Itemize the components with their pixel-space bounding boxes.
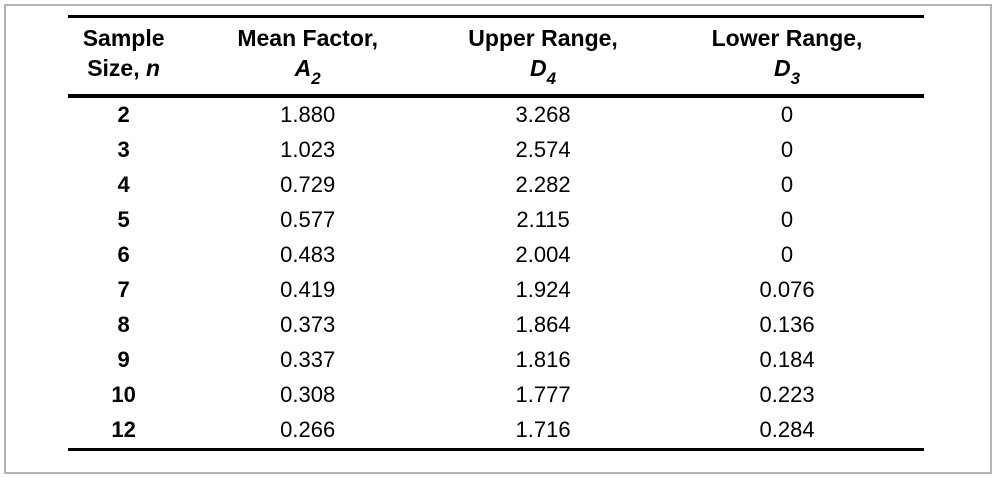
header-sample-line2: Size, n <box>68 54 179 84</box>
symbol-D4: D <box>530 54 547 81</box>
cell-d4: 1.777 <box>515 382 571 408</box>
cell-a2: 0.483 <box>280 242 336 268</box>
col-header-upper-range: Upper Range, D4 <box>436 14 651 98</box>
cell-d3: 0.136 <box>759 312 815 338</box>
cell-d3: 0 <box>780 242 794 268</box>
cell-a2: 0.373 <box>280 312 336 338</box>
symbol-A: A <box>294 54 312 81</box>
symbol-D4-subscript: 4 <box>546 69 557 89</box>
header-sample-size-label: Size, <box>87 54 146 81</box>
cell-a2: 1.023 <box>280 137 336 163</box>
cell-d3: 0.076 <box>759 277 815 303</box>
col-header-sample-size: Sample Size, n <box>68 14 180 98</box>
table-row: 10 0.308 1.777 0.223 <box>68 378 924 413</box>
cell-n: 9 <box>117 347 130 373</box>
cell-n: 12 <box>68 412 180 451</box>
cell-d4: 1.924 <box>515 277 571 303</box>
col-header-lower-range: Lower Range, D3 <box>650 14 924 98</box>
symbol-D3-subscript: 3 <box>790 69 801 89</box>
header-mean-factor-line2: A2 <box>179 54 436 88</box>
cell-a2: 0.729 <box>280 172 336 198</box>
header-mean-factor-line1: Mean Factor, <box>237 25 378 51</box>
symbol-D3: D <box>773 54 791 81</box>
table-row: 5 0.577 2.115 0 <box>68 203 924 238</box>
cell-d4: 1.816 <box>515 347 571 373</box>
header-lower-range-line1: Lower Range, <box>711 25 863 51</box>
cell-d3: 0.184 <box>759 347 815 373</box>
header-lower-range-line2: D3 <box>650 54 924 88</box>
table-row: 7 0.419 1.924 0.076 <box>68 273 924 308</box>
cell-d3: 0 <box>780 102 794 128</box>
cell-n: 4 <box>117 172 130 198</box>
table-row: 9 0.337 1.816 0.184 <box>68 343 924 378</box>
cell-a2: 0.577 <box>280 207 336 233</box>
cell-d4: 2.115 <box>516 207 570 233</box>
cell-n: 2 <box>117 102 130 128</box>
cell-n: 8 <box>117 312 130 338</box>
cell-d4: 2.004 <box>515 242 571 268</box>
cell-d4: 1.716 <box>436 412 651 451</box>
header-upper-range-line1: Upper Range, <box>468 25 618 51</box>
cell-d4: 2.574 <box>515 137 571 163</box>
cell-n: 6 <box>117 242 130 268</box>
cell-a2: 1.880 <box>280 102 336 128</box>
cell-a2: 0.308 <box>280 382 336 408</box>
header-upper-range-line2: D4 <box>436 54 650 88</box>
cell-n: 7 <box>117 277 130 303</box>
header-sample-line1: Sample <box>82 25 165 51</box>
cell-d3: 0.223 <box>759 382 815 408</box>
cell-n: 5 <box>117 207 130 233</box>
table-row: 6 0.483 2.004 0 <box>68 238 924 273</box>
cell-d4: 2.282 <box>515 172 571 198</box>
cell-a2: 0.419 <box>280 277 336 303</box>
cell-a2: 0.266 <box>179 412 437 451</box>
header-row: Sample Size, n Mean Factor, A2 Upper Ran… <box>68 14 924 98</box>
cell-d3: 0 <box>780 137 794 163</box>
cell-n: 3 <box>117 137 130 163</box>
control-chart-constants-table: Sample Size, n Mean Factor, A2 Upper Ran… <box>68 14 924 451</box>
cell-d3: 0 <box>780 172 794 198</box>
table-row: 12 0.266 1.716 0.284 <box>68 412 924 451</box>
cell-d4: 3.268 <box>515 102 571 128</box>
cell-d3: 0 <box>780 207 794 233</box>
cell-d3: 0.284 <box>650 412 924 451</box>
table-row: 2 1.880 3.268 0 <box>68 96 924 133</box>
symbol-A-subscript: 2 <box>311 69 321 89</box>
table-row: 4 0.729 2.282 0 <box>68 168 924 203</box>
cell-n: 10 <box>111 382 136 408</box>
cell-d4: 1.864 <box>515 312 571 338</box>
symbol-n: n <box>146 54 161 81</box>
table-row: 3 1.023 2.574 0 <box>68 133 924 168</box>
table-row: 8 0.373 1.864 0.136 <box>68 308 924 343</box>
col-header-mean-factor: Mean Factor, A2 <box>179 14 437 98</box>
cell-a2: 0.337 <box>280 347 336 373</box>
